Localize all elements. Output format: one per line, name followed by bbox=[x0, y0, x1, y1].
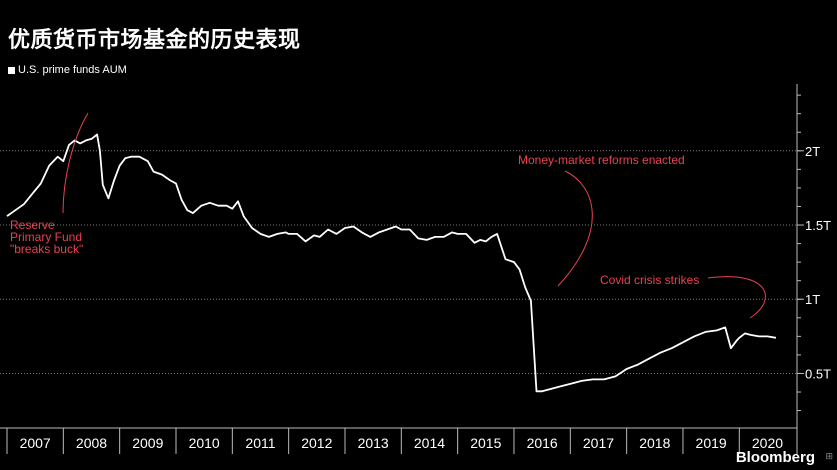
annotation-text: Reserve bbox=[10, 218, 55, 232]
chart-title: 优质货币市场基金的历史表现 bbox=[8, 28, 301, 53]
gridlines bbox=[0, 150, 797, 374]
x-tick-label: 2007 bbox=[20, 435, 51, 451]
annotation-leader bbox=[62, 112, 89, 214]
x-tick-label: 2015 bbox=[470, 435, 501, 451]
terminal-icon: ⊞ bbox=[825, 451, 833, 461]
annotation-leader bbox=[557, 170, 593, 287]
y-tick-label: 1.5T bbox=[805, 218, 831, 233]
x-tick-label: 2010 bbox=[189, 435, 220, 451]
series bbox=[6, 133, 777, 393]
x-tick-label: 2020 bbox=[752, 435, 783, 451]
x-tick-label: 2013 bbox=[358, 435, 389, 451]
x-tick-label: 2012 bbox=[301, 435, 332, 451]
legend: U.S. prime funds AUM bbox=[8, 64, 127, 76]
series-line-prime-funds-aum bbox=[6, 133, 777, 393]
annotation-text: Money-market reforms enacted bbox=[518, 153, 685, 167]
x-tick-label: 2011 bbox=[245, 435, 275, 451]
annotation-text: "breaks buck" bbox=[10, 242, 83, 256]
y-tick-label: 2T bbox=[805, 144, 820, 159]
x-tick-label: 2017 bbox=[583, 435, 614, 451]
y-tick-label: 1T bbox=[805, 292, 820, 307]
annotation-text: Covid crisis strikes bbox=[600, 273, 699, 287]
annotation-text: Primary Fund bbox=[10, 230, 82, 244]
x-tick-label: 2018 bbox=[639, 435, 670, 451]
y-axis: 2T 1.5T 1T 0.5T bbox=[796, 84, 831, 454]
annotation-leader bbox=[707, 276, 766, 319]
y-tick-label: 0.5T bbox=[805, 366, 831, 381]
x-tick-label: 2014 bbox=[414, 435, 445, 451]
x-tick-label: 2008 bbox=[76, 435, 107, 451]
legend-swatch bbox=[8, 66, 15, 74]
x-tick-label: 2009 bbox=[132, 435, 163, 451]
legend-label: U.S. prime funds AUM bbox=[18, 64, 127, 76]
x-tick-label: 2016 bbox=[527, 435, 558, 451]
bloomberg-logo: Bloomberg bbox=[735, 449, 815, 466]
x-tick-label: 2019 bbox=[696, 435, 727, 451]
x-axis: 2007 2008 2009 2010 2011 2012 2013 2014 2015 2016… bbox=[0, 427, 797, 454]
